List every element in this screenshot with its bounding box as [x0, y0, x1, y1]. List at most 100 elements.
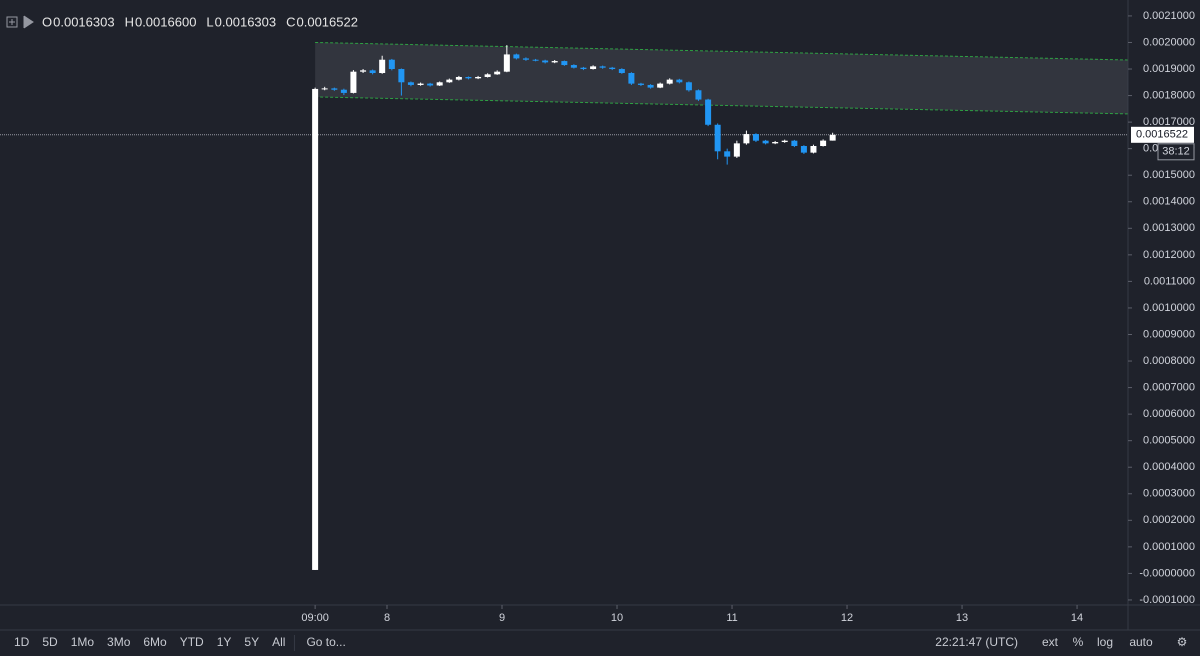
- candle-body: [350, 71, 357, 93]
- x-tick-label: 14: [1071, 612, 1083, 624]
- range-button[interactable]: 3Mo: [107, 635, 131, 649]
- range-button[interactable]: 1D: [14, 635, 30, 649]
- range-button[interactable]: 6Mo: [143, 635, 167, 649]
- candle-body: [609, 67, 616, 70]
- candle-body: [743, 134, 750, 144]
- y-tick-label: 0.0018000: [1143, 89, 1195, 101]
- channel-line: [315, 96, 1128, 115]
- candle-body: [561, 61, 568, 66]
- legend-label: O: [42, 14, 52, 29]
- y-tick-label: 0.0001000: [1143, 541, 1195, 553]
- y-tick-label: 0.0013000: [1143, 222, 1195, 234]
- legend-label: H: [125, 14, 134, 29]
- candle-body: [724, 151, 731, 157]
- legend-value: 0.0016600: [135, 14, 196, 29]
- candle-body: [369, 70, 376, 74]
- candle-body: [666, 79, 673, 84]
- candle-body: [762, 140, 769, 144]
- candle-body: [618, 69, 625, 74]
- crosshair-icon[interactable]: [6, 16, 18, 28]
- candle-body: [676, 79, 683, 83]
- candle-body: [647, 84, 654, 88]
- y-tick-label: 0.0008000: [1143, 355, 1195, 367]
- settings-icon[interactable]: ⚙: [1177, 635, 1188, 649]
- range-button[interactable]: 1Mo: [71, 635, 95, 649]
- option-button[interactable]: log: [1097, 635, 1113, 649]
- candle-body: [637, 83, 644, 85]
- countdown-box: [1157, 143, 1195, 161]
- legend-label: L: [206, 14, 213, 29]
- candle-body: [522, 58, 529, 60]
- x-tick-label: 12: [841, 612, 853, 624]
- candle-body: [312, 88, 319, 570]
- candle-body: [513, 54, 520, 59]
- candle-body: [465, 76, 472, 79]
- candle-body: [446, 79, 453, 83]
- x-tick-label: 11: [726, 612, 737, 624]
- candle-body: [417, 83, 424, 85]
- candle-body: [590, 66, 597, 70]
- candle-body: [331, 88, 338, 90]
- candle-body: [503, 54, 510, 72]
- channel-fill: [315, 42, 1128, 114]
- y-tick-label: 0.0015000: [1143, 169, 1195, 181]
- candle-body: [570, 65, 577, 68]
- candle-body: [340, 89, 347, 93]
- last-price-label: 0.0016522: [1136, 129, 1188, 141]
- option-button[interactable]: ext: [1042, 635, 1059, 649]
- y-tick-label: 0.0005000: [1143, 435, 1195, 447]
- candle-body: [494, 71, 501, 75]
- channel-line: [315, 41, 1128, 61]
- x-tick-label: 09:00: [301, 612, 329, 624]
- candle-body: [714, 124, 721, 152]
- y-tick-label: 0.0010000: [1143, 302, 1195, 314]
- candle-body: [427, 83, 434, 86]
- candle-body: [810, 146, 817, 153]
- y-tick-label: -0.0001000: [1139, 594, 1195, 606]
- candle-body: [388, 59, 395, 70]
- y-tick-label: 0.0006000: [1143, 408, 1195, 420]
- candle-body: [436, 82, 443, 86]
- candle-body: [532, 59, 539, 61]
- countdown: 38:12: [1162, 146, 1190, 158]
- candle-body: [551, 61, 558, 63]
- range-button[interactable]: 5Y: [244, 635, 259, 649]
- legend-label: C: [286, 14, 295, 29]
- y-tick-label: -0.0000000: [1139, 567, 1195, 579]
- candle-body: [752, 134, 759, 141]
- goto-button[interactable]: Go to...: [306, 635, 345, 649]
- header-icons: [6, 15, 34, 29]
- range-button[interactable]: 5D: [42, 635, 58, 649]
- candle-body: [599, 66, 606, 68]
- candle-body: [628, 73, 635, 84]
- option-button[interactable]: auto: [1129, 635, 1153, 649]
- range-button[interactable]: 1Y: [217, 635, 232, 649]
- candle-body: [657, 83, 664, 88]
- candle-body: [695, 90, 702, 100]
- candle-body: [321, 88, 328, 90]
- y-tick-label: 0.0019000: [1143, 63, 1195, 75]
- y-tick-label: 0.0004000: [1143, 461, 1195, 473]
- candle-body: [407, 82, 414, 85]
- candle-body: [772, 142, 779, 144]
- candle-body: [580, 67, 587, 70]
- flag-icon[interactable]: [23, 15, 34, 29]
- candle-body: [685, 82, 692, 91]
- legend-value: 0.0016303: [215, 14, 276, 29]
- legend-value: 0.0016522: [297, 14, 358, 29]
- candle-body: [455, 76, 462, 80]
- option-button[interactable]: %: [1073, 635, 1084, 649]
- candle-body: [781, 140, 788, 143]
- candle-body: [705, 99, 712, 125]
- candle-body: [800, 146, 807, 153]
- candle-body: [475, 76, 482, 79]
- candle-body: [542, 60, 549, 63]
- range-button[interactable]: YTD: [180, 635, 204, 649]
- candle-body: [484, 74, 491, 77]
- y-tick-label: 0.0002000: [1143, 514, 1195, 526]
- candle-body: [733, 143, 740, 157]
- candle-body: [360, 70, 367, 72]
- range-button[interactable]: All: [272, 635, 285, 649]
- legend-value: 0.0016303: [53, 14, 114, 29]
